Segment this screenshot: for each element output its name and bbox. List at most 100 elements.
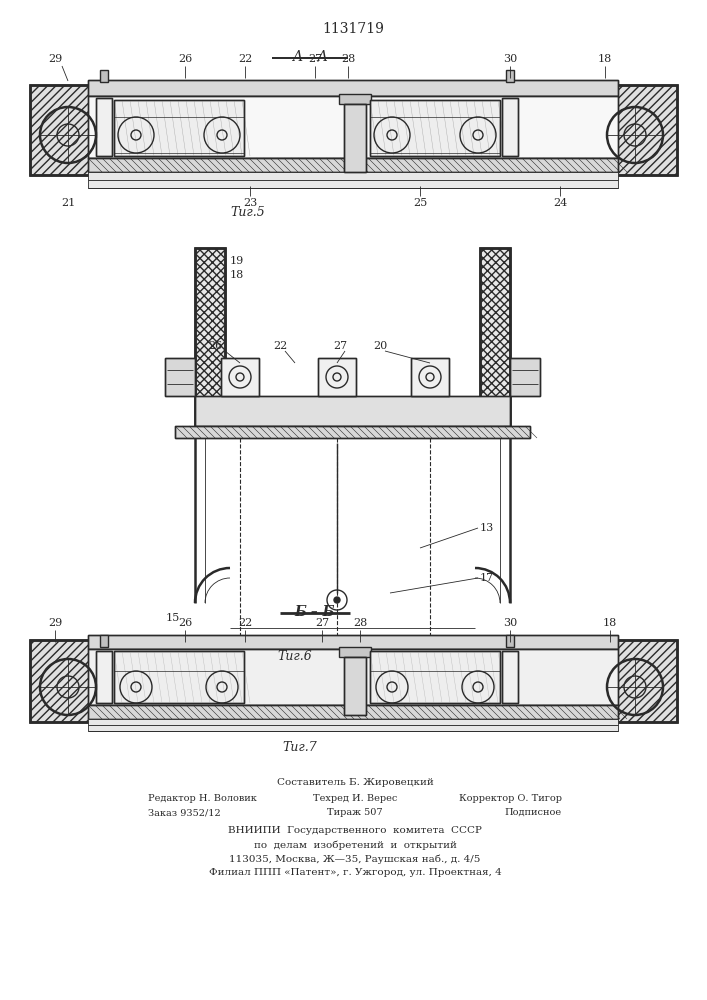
Bar [344, 657, 366, 715]
Text: по  делам  изобретений  и  открытий: по делам изобретений и открытий [254, 840, 457, 850]
Text: Составитель Б. Жировецкий: Составитель Б. Жировецкий [276, 778, 433, 787]
Bar [100, 70, 108, 82]
Text: 21: 21 [61, 198, 75, 208]
Text: 22: 22 [238, 54, 252, 64]
Bar [480, 248, 510, 433]
Bar [510, 358, 540, 396]
Bar [510, 358, 540, 396]
Text: 1131719: 1131719 [322, 22, 384, 36]
Bar [30, 85, 90, 175]
Bar [195, 396, 510, 426]
Bar [88, 705, 618, 719]
Bar [411, 358, 449, 396]
Text: 28: 28 [341, 54, 355, 64]
Bar [502, 651, 518, 703]
Text: 22: 22 [238, 618, 252, 628]
Text: 26: 26 [178, 54, 192, 64]
Text: 20: 20 [373, 341, 387, 351]
Text: 28: 28 [353, 618, 367, 628]
Bar [175, 426, 530, 438]
Bar [88, 158, 618, 172]
Bar [114, 100, 244, 156]
Text: 29: 29 [48, 54, 62, 64]
Bar [195, 396, 510, 426]
Bar [88, 172, 618, 180]
Bar [88, 80, 618, 96]
Bar [370, 651, 500, 703]
Text: Τиг.7: Τиг.7 [283, 741, 317, 754]
Bar [617, 85, 677, 175]
Text: Τиг.5: Τиг.5 [230, 206, 265, 219]
Bar [411, 358, 449, 396]
Bar [506, 635, 514, 647]
Text: 27: 27 [315, 618, 329, 628]
Text: 18: 18 [230, 270, 244, 280]
Bar [114, 100, 244, 156]
Bar [502, 98, 518, 156]
Bar [96, 651, 112, 703]
Bar [88, 96, 618, 158]
Bar [96, 98, 112, 156]
Text: 113035, Москва, Ж—35, Раушская наб., д. 4/5: 113035, Москва, Ж—35, Раушская наб., д. … [229, 854, 481, 863]
Bar [88, 705, 618, 719]
Bar [195, 248, 225, 433]
Bar [617, 640, 677, 722]
Bar [344, 657, 366, 715]
Text: ВНИИПИ  Государственного  комитета  СССР: ВНИИПИ Государственного комитета СССР [228, 826, 482, 835]
Bar [88, 635, 618, 649]
Bar [88, 725, 618, 731]
Bar [165, 358, 195, 396]
Text: Техред И. Верес: Техред И. Верес [312, 794, 397, 803]
Bar [221, 358, 259, 396]
Bar [221, 358, 259, 396]
Bar [339, 647, 371, 657]
Text: 27: 27 [333, 341, 347, 351]
Bar [88, 649, 618, 705]
Bar [502, 651, 518, 703]
Bar [617, 640, 677, 722]
Text: Заказ 9352/12: Заказ 9352/12 [148, 808, 221, 817]
Bar [96, 98, 112, 156]
Bar [100, 635, 108, 647]
Bar [339, 94, 371, 104]
Bar [344, 104, 366, 172]
Text: Б – Б: Б – Б [295, 605, 335, 619]
Text: 26: 26 [178, 618, 192, 628]
Bar [344, 104, 366, 172]
Text: 15: 15 [165, 613, 180, 623]
Bar [195, 248, 225, 433]
Bar [165, 358, 195, 396]
Text: Тираж 507: Тираж 507 [327, 808, 382, 817]
Text: 29: 29 [48, 618, 62, 628]
Bar [617, 640, 677, 722]
Text: 13: 13 [480, 523, 494, 533]
Circle shape [334, 597, 340, 603]
Bar [114, 651, 244, 703]
Text: 30: 30 [503, 618, 517, 628]
Text: Редактор Н. Воловик: Редактор Н. Воловик [148, 794, 257, 803]
Bar [88, 719, 618, 725]
Text: 26: 26 [208, 341, 222, 351]
Bar [30, 640, 90, 722]
Text: 19: 19 [230, 256, 244, 266]
Text: A – A: A – A [292, 50, 328, 64]
Bar [96, 651, 112, 703]
Bar [370, 100, 500, 156]
Bar [502, 98, 518, 156]
Bar [114, 651, 244, 703]
Bar [88, 635, 618, 649]
Bar [617, 85, 677, 175]
Bar [88, 180, 618, 188]
Bar [370, 100, 500, 156]
Text: 23: 23 [243, 198, 257, 208]
Text: Τиг.6: Τиг.6 [278, 650, 312, 663]
Bar [480, 248, 510, 433]
Bar [88, 80, 618, 96]
Bar [195, 248, 225, 433]
Bar [318, 358, 356, 396]
Text: 25: 25 [413, 198, 427, 208]
Bar [30, 85, 90, 175]
Bar [318, 358, 356, 396]
Bar [506, 70, 514, 82]
Text: 17: 17 [480, 573, 494, 583]
